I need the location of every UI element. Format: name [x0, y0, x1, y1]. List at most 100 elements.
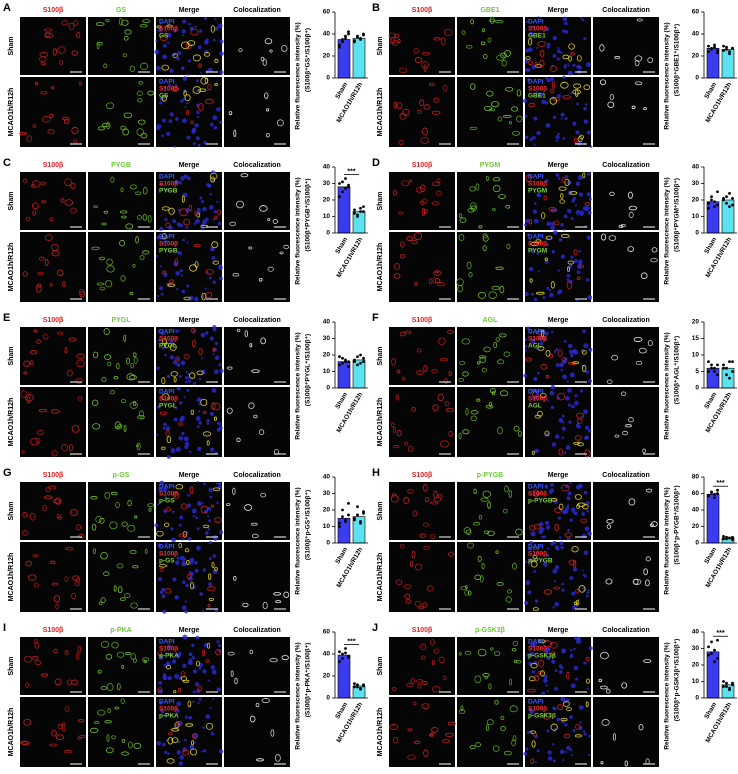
nucleus [198, 421, 202, 425]
cell [537, 659, 545, 667]
cell [242, 602, 249, 608]
data-point [344, 187, 347, 190]
nucleus [537, 270, 540, 273]
cell [524, 357, 533, 362]
merge-label: DAPI [159, 699, 175, 706]
nucleus [527, 590, 532, 595]
cell [92, 423, 101, 430]
cell [508, 121, 512, 125]
cell [187, 700, 192, 708]
data-point [725, 681, 728, 685]
row-label: Sham [377, 501, 384, 520]
data-point [362, 360, 365, 363]
data-point [725, 537, 728, 541]
cell [249, 343, 253, 348]
nucleus [557, 516, 562, 520]
nucleus [187, 176, 191, 181]
nucleus [166, 32, 172, 38]
row-label: Sham [8, 191, 15, 210]
cell [275, 754, 281, 762]
cell [645, 488, 653, 493]
cell [431, 368, 438, 374]
nucleus [556, 47, 560, 50]
nucleus [565, 445, 571, 450]
nucleus [175, 447, 181, 452]
cell [208, 573, 212, 580]
micrograph [156, 232, 222, 302]
nucleus [552, 759, 556, 763]
cell [416, 679, 424, 684]
column-header: S100β [412, 472, 433, 479]
row-label: MCAO1h/R12h [377, 708, 384, 757]
nucleus [548, 288, 551, 292]
nucleus [534, 297, 538, 302]
cell [198, 63, 202, 68]
cell [167, 737, 174, 745]
cell [198, 103, 204, 111]
cell [568, 43, 575, 50]
nucleus [545, 27, 550, 31]
row-label: Sham [8, 501, 15, 520]
cell [56, 331, 64, 335]
nucleus [586, 591, 590, 594]
cell [431, 181, 441, 187]
cell [41, 115, 51, 123]
cell [399, 67, 408, 74]
cell [130, 362, 134, 369]
nucleus [562, 421, 565, 424]
cell [483, 53, 488, 59]
cell [119, 18, 123, 26]
nucleus [188, 571, 192, 575]
cell [467, 208, 475, 213]
nucleus [206, 419, 210, 423]
data-point [716, 492, 719, 495]
nucleus [570, 255, 574, 259]
nucleus [178, 761, 183, 766]
nucleus [188, 658, 192, 662]
data-point [713, 43, 716, 47]
row-label: MCAO1h/R12h [8, 88, 15, 137]
column-header: S100β [43, 472, 64, 479]
cell [545, 235, 553, 240]
nucleus [541, 99, 546, 105]
nucleus [529, 540, 533, 545]
cell [39, 51, 48, 58]
data-point [731, 203, 734, 207]
nucleus [195, 415, 201, 421]
row-label: Sham [8, 36, 15, 55]
nucleus [561, 29, 566, 33]
nucleus [163, 422, 167, 427]
cell [560, 81, 569, 89]
micrograph [224, 482, 290, 540]
cell [463, 527, 471, 534]
cell [186, 559, 190, 566]
cell [393, 101, 397, 109]
nucleus [216, 107, 221, 112]
nucleus [219, 51, 224, 56]
nucleus [168, 83, 172, 87]
cell [53, 595, 61, 603]
nucleus [201, 502, 204, 505]
cell [106, 734, 110, 742]
nucleus [177, 50, 182, 56]
merge-label: DAPI [528, 639, 544, 646]
y-tick-label: 40 [323, 164, 331, 171]
significance-label: *** [716, 480, 724, 487]
data-point [344, 651, 347, 655]
cell [628, 205, 638, 211]
cell [123, 425, 127, 433]
data-point [722, 363, 725, 367]
nucleus [166, 644, 172, 649]
cell [138, 410, 144, 418]
nucleus [562, 137, 565, 140]
cell [643, 659, 652, 664]
cell [265, 133, 270, 138]
nucleus [198, 403, 201, 406]
column-header: Merge [179, 317, 200, 324]
cell [564, 532, 573, 538]
nucleus [213, 125, 218, 130]
cell [647, 339, 653, 347]
cell [20, 390, 28, 398]
cell [60, 198, 65, 203]
cell [267, 217, 271, 222]
